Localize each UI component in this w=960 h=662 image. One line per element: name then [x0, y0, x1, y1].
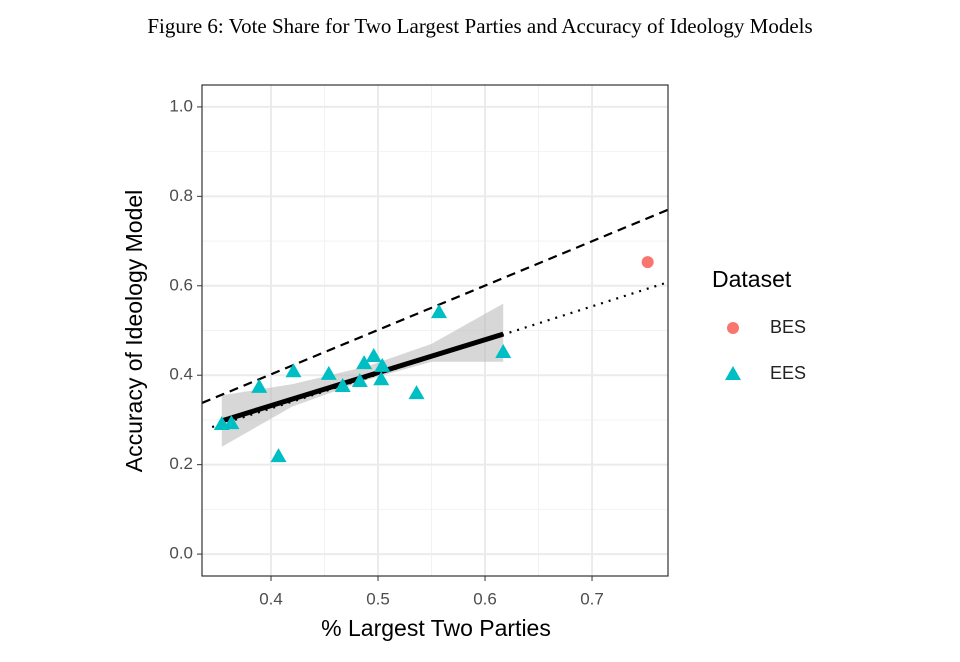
point: [495, 343, 512, 358]
point: [223, 415, 240, 430]
point: [374, 357, 391, 372]
x-tick-label: 0.6: [473, 589, 497, 608]
point: [351, 373, 368, 388]
point: [408, 385, 425, 400]
legend-label: BES: [770, 317, 806, 337]
point: [320, 365, 337, 380]
point: [641, 256, 654, 269]
point: [373, 371, 390, 386]
legend-title: Dataset: [712, 266, 792, 292]
y-tick-label: 1.0: [169, 96, 193, 115]
y-tick-label: 0.6: [169, 275, 193, 294]
reference-line: [201, 208, 669, 404]
legend-symbol: [725, 366, 741, 380]
chart-title: Figure 6: Vote Share for Two Largest Par…: [147, 14, 812, 38]
x-axis-title: % Largest Two Parties: [321, 615, 551, 641]
point: [270, 448, 287, 463]
point: [365, 347, 382, 362]
y-tick-label: 0.8: [169, 186, 193, 205]
fit-line: [221, 331, 504, 424]
point: [356, 355, 373, 370]
plot-border: [201, 84, 669, 577]
x-tick-label: 0.5: [366, 589, 390, 608]
legend-label: EES: [770, 363, 806, 383]
point: [285, 363, 302, 378]
legend-symbol: [727, 322, 739, 334]
y-axis-title: Accuracy of Ideology Model: [121, 190, 147, 473]
point: [431, 304, 448, 319]
y-tick-label: 0.2: [169, 454, 193, 473]
y-tick-label: 0.0: [169, 544, 193, 563]
x-tick-label: 0.7: [580, 589, 604, 608]
x-tick-label: 0.4: [259, 589, 283, 608]
point: [334, 377, 351, 392]
y-tick-label: 0.4: [169, 365, 193, 384]
point: [251, 378, 268, 393]
